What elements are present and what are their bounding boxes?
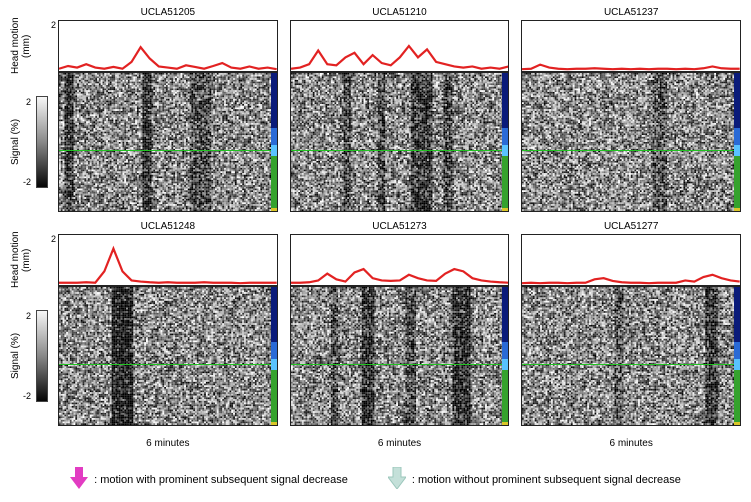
cb-tick-top: 2: [26, 97, 31, 107]
colorbar: [36, 286, 50, 426]
carpet-midline: [522, 150, 740, 151]
carpet-plot: [521, 72, 741, 212]
headmotion-plot: [521, 20, 741, 72]
legend: : motion with prominent subsequent signa…: [10, 467, 741, 492]
headmotion-plot: [521, 234, 741, 286]
colorbar: [36, 72, 50, 212]
panels-col-1: UCLA51205 UCLA51210 UCLA51237: [58, 6, 741, 212]
tissue-colorbar: [271, 287, 277, 425]
carpet-midline: [291, 150, 509, 151]
panel-title: UCLA51205: [58, 6, 278, 20]
legend-text-teal: : motion without prominent subsequent si…: [412, 474, 681, 486]
colorbar-ticks: 2 -2: [23, 97, 31, 187]
cb-tick-top: 2: [26, 311, 31, 321]
legend-item-magenta: : motion with prominent subsequent signa…: [70, 467, 348, 492]
panel-title: UCLA51210: [290, 6, 510, 20]
panel-title: UCLA51273: [290, 220, 510, 234]
y-signal-label: Signal (%): [10, 97, 21, 187]
panel-UCLA51210: UCLA51210: [290, 6, 510, 212]
panel-row-2: Head motion (mm) 2 Signal (%) 2 -2: [10, 220, 741, 426]
panel-row-1: Head motion (mm) 2 Signal (%) 2 -2: [10, 6, 741, 212]
panel-title: UCLA51237: [521, 6, 741, 20]
colorbar-ticks: 2 -2: [23, 311, 31, 401]
cb-tick-bot: -2: [23, 391, 31, 401]
panel-title: UCLA51277: [521, 220, 741, 234]
y-head-tick: 2: [51, 234, 56, 244]
panel-UCLA51205: UCLA51205: [58, 6, 278, 212]
y-head-label: Head motion (mm): [10, 234, 32, 286]
tissue-colorbar: [734, 73, 740, 211]
tissue-colorbar: [734, 287, 740, 425]
headmotion-plot: [290, 234, 510, 286]
carpet-midline: [291, 364, 509, 365]
y-signal-label: Signal (%): [10, 311, 21, 401]
rows-container: Head motion (mm) 2 Signal (%) 2 -2: [10, 6, 741, 492]
legend-text-magenta: : motion with prominent subsequent signa…: [94, 474, 348, 486]
panel-UCLA51277: UCLA51277: [521, 220, 741, 426]
arrow-down-icon: [70, 467, 88, 492]
row-labels-col: Head motion (mm) 2 Signal (%) 2 -2: [10, 220, 58, 426]
xlabel-row: 6 minutes 6 minutes 6 minutes: [10, 434, 741, 449]
headmotion-plot: [58, 20, 278, 72]
panel-title: UCLA51248: [58, 220, 278, 234]
carpet-midline: [59, 150, 277, 151]
panel-UCLA51273: UCLA51273: [290, 220, 510, 426]
panel-UCLA51237: UCLA51237: [521, 6, 741, 212]
carpet-plot: [521, 286, 741, 426]
tissue-colorbar: [502, 73, 508, 211]
carpet-midline: [522, 364, 740, 365]
x-axis-label: 6 minutes: [58, 434, 278, 449]
figure-root: Head motion (mm) 2 Signal (%) 2 -2: [0, 0, 751, 502]
row-labels-col: Head motion (mm) 2 Signal (%) 2 -2: [10, 6, 58, 212]
tissue-colorbar: [271, 73, 277, 211]
x-axis-label: 6 minutes: [290, 434, 510, 449]
carpet-plot: [58, 286, 278, 426]
tissue-colorbar: [502, 287, 508, 425]
carpet-midline: [59, 364, 277, 365]
cb-tick-bot: -2: [23, 177, 31, 187]
carpet-plot: [290, 72, 510, 212]
panel-UCLA51248: UCLA51248: [58, 220, 278, 426]
y-head-label: Head motion (mm): [10, 20, 32, 72]
panels-col-2: UCLA51248 UCLA51273 UCLA51277: [58, 220, 741, 426]
carpet-plot: [290, 286, 510, 426]
x-axis-label: 6 minutes: [521, 434, 741, 449]
arrow-down-icon: [388, 467, 406, 492]
carpet-plot: [58, 72, 278, 212]
headmotion-plot: [290, 20, 510, 72]
y-head-tick: 2: [51, 20, 56, 30]
headmotion-plot: [58, 234, 278, 286]
legend-item-teal: : motion without prominent subsequent si…: [388, 467, 681, 492]
